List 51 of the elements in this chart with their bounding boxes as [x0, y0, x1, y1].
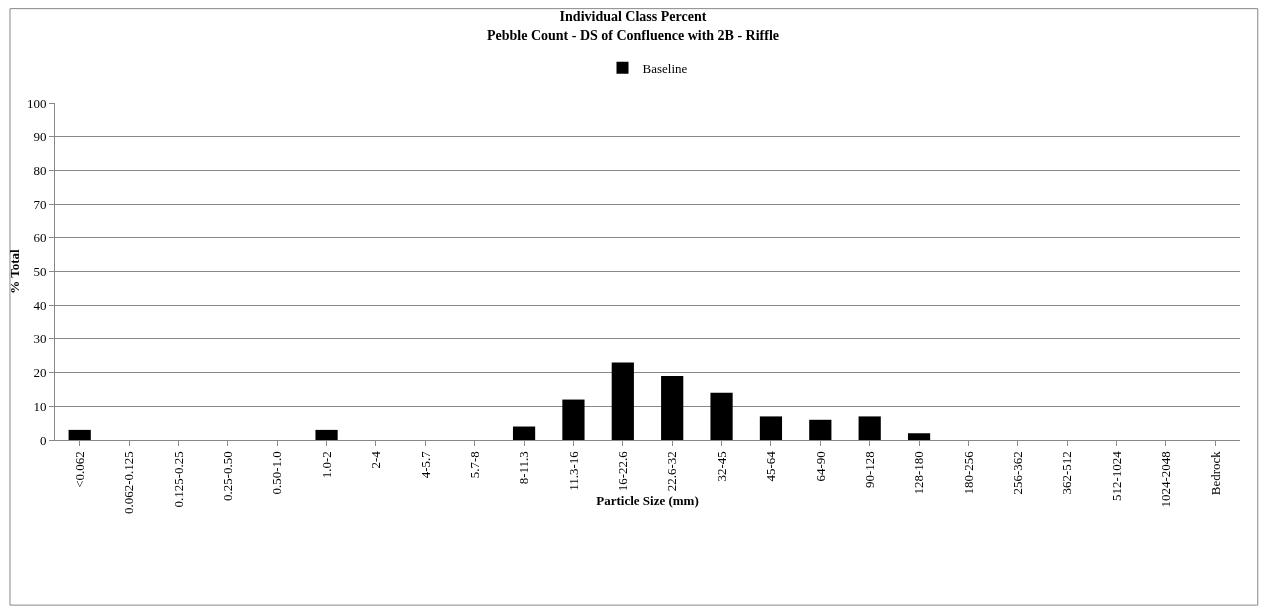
- x-tick-label: 1024-2048: [1158, 451, 1174, 508]
- x-tick-label: 1.0-2: [318, 451, 334, 479]
- x-tick-label: 64-90: [812, 451, 828, 482]
- y-tick-label: 30: [33, 331, 47, 347]
- bar: [611, 362, 634, 440]
- x-tick-label: 5.7-8: [466, 451, 482, 479]
- chart-subtitle: Pebble Count - DS of Confluence with 2B - Riffle: [486, 27, 780, 43]
- bar: [907, 433, 931, 440]
- x-tick-label: 256-362: [1010, 451, 1026, 495]
- y-axis-title: % Total: [7, 248, 22, 294]
- y-tick-label: 80: [33, 162, 47, 178]
- x-tick-label: <0.062: [71, 451, 87, 488]
- x-tick-label: 32-45: [713, 451, 729, 482]
- x-tick-label: 90-128: [861, 451, 877, 489]
- bar: [759, 416, 783, 440]
- x-tick-label: 2-4: [368, 450, 384, 469]
- x-tick-label: 45-64: [763, 450, 779, 482]
- x-tick-label: 0.062-0.125: [121, 451, 137, 515]
- x-tick-label: 11.3-16: [565, 450, 581, 491]
- x-tick-label: 0.25-0.50: [220, 451, 236, 502]
- legend-label: Baseline: [642, 60, 688, 76]
- x-tick-label: 8-11.3: [516, 451, 532, 485]
- x-tick-label: 22.6-32: [664, 451, 680, 492]
- x-axis-title: Particle Size (mm): [596, 493, 699, 509]
- y-tick-label: 40: [33, 297, 47, 313]
- x-tick-label: Bedrock: [1207, 450, 1223, 496]
- y-tick-label: 50: [33, 264, 47, 280]
- y-tick-label: 20: [33, 365, 47, 381]
- bar: [661, 375, 684, 440]
- y-tick-label: 90: [33, 129, 47, 145]
- x-tick-label: 0.125-0.25: [170, 451, 186, 508]
- y-tick-label: 10: [33, 398, 47, 414]
- x-tick-label: 180-256: [960, 450, 976, 495]
- y-tick-label: 100: [26, 95, 47, 111]
- y-tick-label: 70: [33, 196, 47, 212]
- bar: [512, 426, 536, 440]
- bar: [809, 419, 832, 440]
- bar: [315, 429, 338, 440]
- x-tick-label: 128-180: [911, 451, 927, 495]
- bar: [68, 429, 91, 440]
- x-tick-label: 362-512: [1059, 451, 1075, 495]
- y-tick-label: 60: [33, 230, 47, 246]
- bar: [858, 416, 881, 440]
- bar: [562, 399, 585, 440]
- x-tick-label: 4-5.7: [417, 450, 433, 479]
- x-tick-label: 16-22.6: [615, 450, 631, 492]
- y-tick-label: 0: [39, 432, 47, 448]
- bar: [710, 392, 733, 440]
- x-tick-label: 512-1024: [1108, 450, 1124, 502]
- chart-title: Individual Class Percent: [559, 9, 707, 25]
- x-tick-label: 0.50-1.0: [269, 451, 285, 495]
